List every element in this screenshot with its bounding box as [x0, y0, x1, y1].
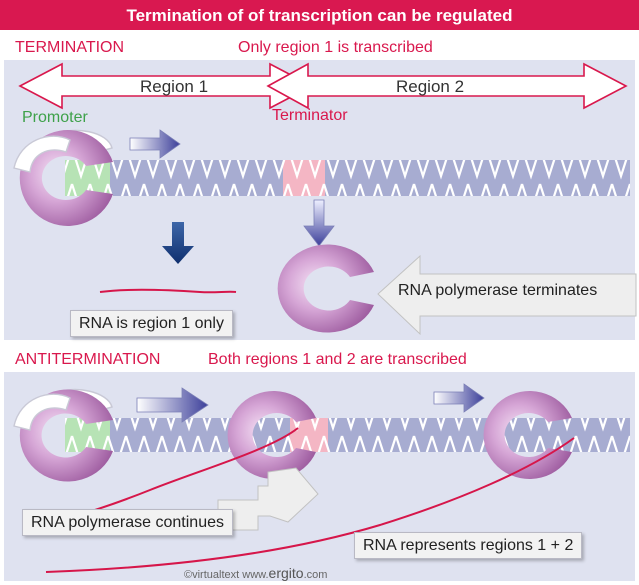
polymerase-terminates-label: RNA polymerase terminates [398, 282, 598, 299]
promoter-label: Promoter [22, 109, 88, 126]
region2-arrow [266, 62, 628, 110]
rna-release-arrow [162, 222, 194, 264]
footer-credit: ©virtualtext www.ergito.com [184, 565, 328, 581]
antitermination-heading: ANTITERMINATION [15, 351, 161, 368]
antitermination-header-strip [4, 345, 635, 372]
antitermination-subheading: Both regions 1 and 2 are transcribed [208, 351, 467, 368]
polymerase-release-arrow [303, 199, 335, 247]
continues-pointer-arrow [217, 467, 319, 531]
diagram-title: Termination of of transcription can be r… [126, 5, 513, 25]
released-polymerase [277, 244, 374, 333]
polymerase-at-terminator [227, 391, 316, 479]
termination-subheading: Only region 1 is transcribed [238, 39, 433, 56]
dna-strand-top [65, 160, 630, 196]
rna-region1-strand [99, 288, 237, 294]
transcription-direction-arrow [129, 129, 181, 159]
rna-regions-label: RNA represents regions 1 + 2 [354, 532, 583, 560]
transcription-direction-arrow-2 [136, 387, 209, 423]
termination-heading: TERMINATION [15, 39, 125, 56]
polymerase-at-promoter-top [13, 129, 113, 227]
region2-label: Region 2 [396, 77, 465, 96]
termination-header-strip [4, 34, 635, 60]
rna-region1-label: RNA is region 1 only [70, 310, 233, 338]
rna-strand-long [45, 437, 575, 573]
terminator-label: Terminator [272, 107, 348, 124]
polymerase-at-promoter-bottom [13, 388, 113, 482]
title-bar [0, 0, 639, 30]
polymerase-downstream [483, 391, 572, 479]
polymerase-continues-label: RNA polymerase continues [22, 509, 233, 537]
region1-label: Region 1 [140, 77, 209, 96]
transcription-direction-arrow-3 [433, 383, 485, 413]
terminates-pointer-arrow [377, 254, 637, 336]
dna-strand-bottom [65, 418, 630, 452]
